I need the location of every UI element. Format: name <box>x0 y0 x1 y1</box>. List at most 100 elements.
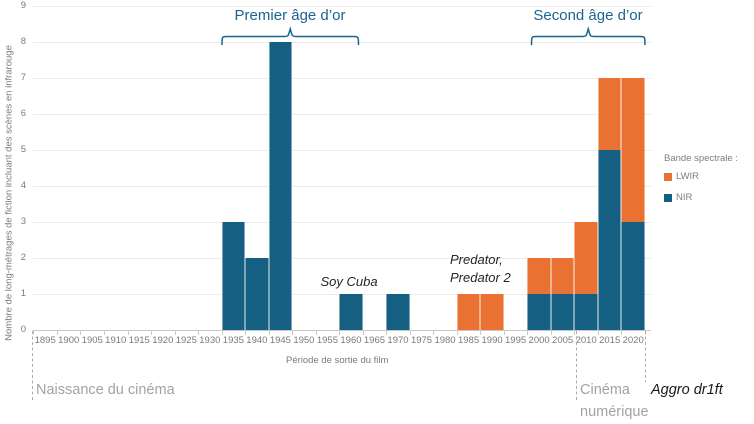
x-tick-label-2015: 2015 <box>599 335 621 346</box>
x-tick-label-1935: 1935 <box>222 335 244 346</box>
text-line: Aggro dr1ft <box>651 382 723 398</box>
y-tick-label-1: 1 <box>20 288 26 299</box>
text-line: Cinéma <box>580 382 630 398</box>
x-tick-mark <box>127 331 129 335</box>
x-tick-label-1955: 1955 <box>316 335 338 346</box>
x-axis-title: Période de sortie du film <box>286 355 389 366</box>
y-axis-title-text: Nombre de long-métrages de fiction inclu… <box>3 45 15 341</box>
x-tick-mark <box>174 331 176 335</box>
legend-swatch-nir-icon <box>664 193 672 202</box>
y-tick-label-7: 7 <box>20 72 26 83</box>
bar-segment-nir-2020 <box>621 222 645 330</box>
bar-segment-lwir-1990 <box>480 294 504 330</box>
x-tick-mark <box>80 331 82 335</box>
x-tick-label-1960: 1960 <box>340 335 362 346</box>
timeline-marker-cinema-numerique: Cinéma numérique <box>580 379 649 423</box>
x-tick-label-2010: 2010 <box>575 335 597 346</box>
era-label-premier-age-dor: Premier âge d’or <box>234 7 346 24</box>
bar-segment-lwir-2015 <box>597 78 622 150</box>
bar-segment-nir-2005 <box>550 294 575 330</box>
x-tick-mark <box>527 331 529 335</box>
gridline <box>33 6 651 7</box>
x-axis-line <box>33 330 651 331</box>
y-tick-label-2: 2 <box>20 252 26 263</box>
legend-item-lwir: LWIR <box>664 171 738 182</box>
gridline <box>33 258 651 259</box>
bar-segment-nir-1940 <box>245 258 269 330</box>
x-tick-label-1900: 1900 <box>58 335 80 346</box>
x-tick-mark <box>339 331 341 335</box>
x-tick-mark <box>221 331 223 335</box>
annotation-soy-cuba: Soy Cuba <box>320 273 377 291</box>
y-tick-label-9: 9 <box>20 0 26 11</box>
text-line: numérique <box>580 404 649 420</box>
x-tick-mark <box>409 331 411 335</box>
x-tick-label-1940: 1940 <box>246 335 268 346</box>
y-tick-label-3: 3 <box>20 216 26 227</box>
legend-item-nir: NIR <box>664 192 738 203</box>
text-line: Naissance du cinéma <box>36 382 175 398</box>
legend-label-lwir: LWIR <box>676 171 700 182</box>
x-tick-label-1920: 1920 <box>152 335 174 346</box>
x-tick-mark <box>597 331 599 335</box>
text-line: Predator 2 <box>450 270 511 285</box>
x-tick-mark <box>362 331 364 335</box>
gridline <box>33 222 651 223</box>
x-tick-mark <box>56 331 58 335</box>
x-tick-label-1980: 1980 <box>434 335 456 346</box>
x-tick-label-1910: 1910 <box>105 335 127 346</box>
x-tick-mark <box>574 331 576 335</box>
bar-segment-nir-1970 <box>386 294 410 330</box>
annotation-predator: Predator, Predator 2 <box>450 251 511 287</box>
x-tick-label-1950: 1950 <box>293 335 315 346</box>
x-tick-label-2020: 2020 <box>622 335 644 346</box>
x-tick-label-1975: 1975 <box>410 335 433 346</box>
x-tick-mark <box>198 331 200 335</box>
legend-swatch-lwir-icon <box>664 172 672 181</box>
bar-segment-lwir-2000 <box>527 258 551 294</box>
bar-segment-lwir-2020 <box>621 78 645 222</box>
x-tick-mark <box>480 331 482 335</box>
gridline <box>33 186 651 187</box>
bar-segment-nir-2015 <box>597 150 622 330</box>
x-tick-mark <box>386 331 388 335</box>
x-tick-mark <box>33 331 35 335</box>
bar-segment-nir-1960 <box>339 294 363 330</box>
bar-segment-nir-1935 <box>221 222 246 330</box>
x-tick-mark <box>315 331 317 335</box>
text-line: Predator, <box>450 252 503 267</box>
x-tick-mark <box>433 331 435 335</box>
gridline <box>33 150 651 151</box>
x-tick-label-1985: 1985 <box>457 335 480 346</box>
legend: Bande spectrale : LWIR NIR <box>664 153 738 213</box>
x-tick-label-1925: 1925 <box>175 335 197 346</box>
x-tick-label-2005: 2005 <box>552 335 574 346</box>
legend-title: Bande spectrale : <box>664 153 738 164</box>
x-tick-mark <box>503 331 505 335</box>
bar-segment-lwir-1985 <box>456 294 481 330</box>
x-tick-label-1990: 1990 <box>481 335 503 346</box>
bar-segment-nir-2010 <box>574 294 598 330</box>
bar-segment-nir-2000 <box>527 294 551 330</box>
legend-items: LWIR NIR <box>664 171 738 203</box>
x-tick-label-1905: 1905 <box>81 335 103 346</box>
y-tick-label-5: 5 <box>20 144 26 155</box>
bar-segment-lwir-2005 <box>550 258 575 294</box>
x-tick-label-1965: 1965 <box>363 335 386 346</box>
y-tick-label-8: 8 <box>20 36 26 47</box>
gridline <box>33 42 651 43</box>
x-tick-mark <box>151 331 153 335</box>
x-tick-label-1930: 1930 <box>199 335 221 346</box>
y-tick-label-0: 0 <box>20 324 26 335</box>
text-line: Soy Cuba <box>320 274 378 289</box>
x-tick-label-1915: 1915 <box>128 335 150 346</box>
x-tick-label-1995: 1995 <box>505 335 527 346</box>
x-tick-label-1945: 1945 <box>269 335 291 346</box>
x-tick-label-1970: 1970 <box>387 335 409 346</box>
timeline-marker-aggro-dr1ft: Aggro dr1ft <box>651 379 723 401</box>
x-tick-mark <box>245 331 247 335</box>
x-tick-mark <box>550 331 552 335</box>
y-tick-label-4: 4 <box>20 180 26 191</box>
x-tick-mark <box>104 331 105 335</box>
